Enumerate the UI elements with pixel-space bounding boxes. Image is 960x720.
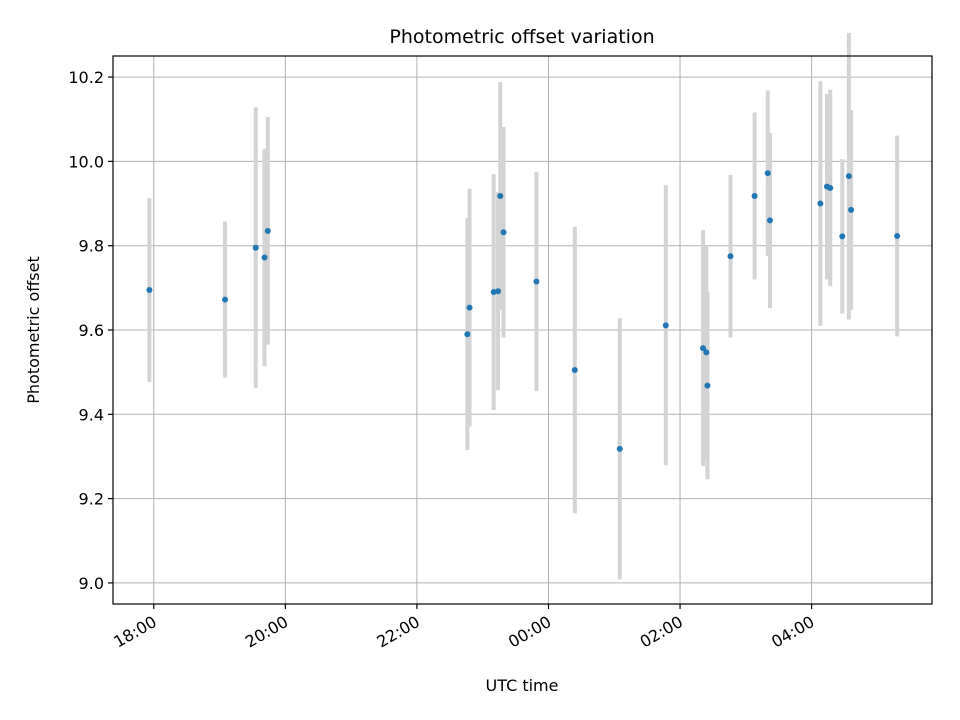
data-point xyxy=(817,200,824,207)
data-point xyxy=(261,254,268,261)
data-point xyxy=(894,232,901,239)
x-tick-label: 04:00 xyxy=(768,612,817,652)
data-point xyxy=(839,233,846,240)
data-points xyxy=(146,170,901,452)
data-point xyxy=(766,217,773,224)
data-point xyxy=(497,192,504,199)
x-axis-label: UTC time xyxy=(486,676,559,695)
data-point xyxy=(700,345,707,352)
x-tick-label: 18:00 xyxy=(110,612,159,652)
x-axis-ticks: 18:00 20:00 22:00 00:00 02:00 04:00 xyxy=(110,604,818,652)
data-point xyxy=(704,382,711,389)
data-point xyxy=(764,170,771,177)
x-tick-label: 20:00 xyxy=(242,612,291,652)
data-point xyxy=(466,304,473,311)
data-point xyxy=(827,184,834,191)
x-tick-label: 22:00 xyxy=(373,612,422,652)
data-point xyxy=(500,229,507,236)
y-tick-label: 9.4 xyxy=(79,405,104,424)
grid xyxy=(113,56,932,604)
data-point xyxy=(533,278,540,285)
data-point xyxy=(464,331,471,338)
data-point xyxy=(222,296,229,303)
data-point xyxy=(703,349,710,356)
data-point xyxy=(495,288,502,295)
data-point xyxy=(848,206,855,213)
data-point xyxy=(845,173,852,180)
data-point xyxy=(146,286,153,293)
chart-title: Photometric offset variation xyxy=(389,26,654,48)
data-point xyxy=(264,227,271,234)
y-tick-label: 9.2 xyxy=(79,490,104,509)
y-axis-label: Photometric offset xyxy=(24,256,43,404)
data-point xyxy=(727,253,734,260)
data-point xyxy=(751,192,758,199)
y-tick-label: 9.8 xyxy=(79,237,104,256)
data-point xyxy=(616,445,623,452)
y-tick-label: 9.0 xyxy=(79,574,104,593)
y-tick-label: 9.6 xyxy=(79,321,104,340)
x-tick-label: 02:00 xyxy=(637,612,686,652)
data-point xyxy=(662,322,669,329)
y-axis-ticks: 9.0 9.2 9.4 9.6 9.8 10.0 10.2 xyxy=(68,68,113,593)
data-point xyxy=(571,367,578,374)
y-tick-label: 10.0 xyxy=(68,152,104,171)
y-tick-label: 10.2 xyxy=(68,68,104,87)
error-bars xyxy=(147,32,900,580)
data-point xyxy=(252,244,259,251)
x-tick-label: 00:00 xyxy=(505,612,554,652)
